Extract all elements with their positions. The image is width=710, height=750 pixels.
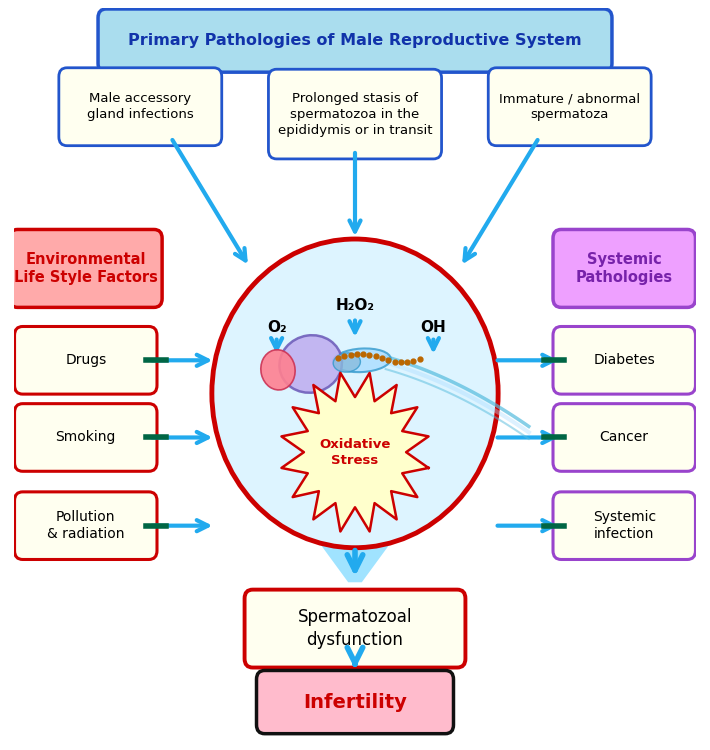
FancyBboxPatch shape bbox=[14, 404, 157, 471]
Text: Systemic
Pathologies: Systemic Pathologies bbox=[576, 252, 673, 285]
FancyBboxPatch shape bbox=[488, 68, 651, 146]
Circle shape bbox=[212, 239, 498, 548]
FancyBboxPatch shape bbox=[14, 326, 157, 394]
Text: O₂: O₂ bbox=[267, 320, 286, 334]
FancyBboxPatch shape bbox=[268, 69, 442, 159]
Text: Diabetes: Diabetes bbox=[594, 353, 655, 368]
Text: Spermatozoal
dysfunction: Spermatozoal dysfunction bbox=[297, 608, 413, 649]
FancyBboxPatch shape bbox=[14, 492, 157, 560]
FancyBboxPatch shape bbox=[98, 9, 612, 72]
FancyBboxPatch shape bbox=[256, 670, 454, 734]
Text: Primary Pathologies of Male Reproductive System: Primary Pathologies of Male Reproductive… bbox=[129, 33, 581, 48]
PathPatch shape bbox=[317, 540, 393, 582]
Text: Infertility: Infertility bbox=[303, 692, 407, 712]
Text: Environmental
Life Style Factors: Environmental Life Style Factors bbox=[13, 252, 158, 285]
FancyBboxPatch shape bbox=[553, 404, 696, 471]
Text: Smoking: Smoking bbox=[55, 430, 116, 445]
Ellipse shape bbox=[333, 353, 361, 372]
FancyBboxPatch shape bbox=[553, 230, 696, 308]
Ellipse shape bbox=[280, 335, 342, 393]
Ellipse shape bbox=[261, 350, 295, 390]
Polygon shape bbox=[281, 373, 429, 532]
Text: Systemic
infection: Systemic infection bbox=[593, 510, 656, 542]
Ellipse shape bbox=[333, 349, 390, 372]
FancyBboxPatch shape bbox=[553, 326, 696, 394]
FancyBboxPatch shape bbox=[59, 68, 222, 146]
FancyBboxPatch shape bbox=[9, 230, 162, 308]
Text: Immature / abnormal
spermatoza: Immature / abnormal spermatoza bbox=[499, 92, 640, 122]
Text: Pollution
& radiation: Pollution & radiation bbox=[47, 510, 124, 542]
Text: Oxidative
Stress: Oxidative Stress bbox=[320, 438, 390, 466]
Text: Cancer: Cancer bbox=[600, 430, 649, 445]
Text: Prolonged stasis of
spermatozoa in the
epididymis or in transit: Prolonged stasis of spermatozoa in the e… bbox=[278, 92, 432, 136]
FancyBboxPatch shape bbox=[553, 492, 696, 560]
Text: Male accessory
gland infections: Male accessory gland infections bbox=[87, 92, 194, 122]
FancyBboxPatch shape bbox=[244, 590, 466, 668]
Text: H₂O₂: H₂O₂ bbox=[336, 298, 374, 313]
Text: OH: OH bbox=[420, 320, 447, 334]
Text: Drugs: Drugs bbox=[65, 353, 106, 368]
